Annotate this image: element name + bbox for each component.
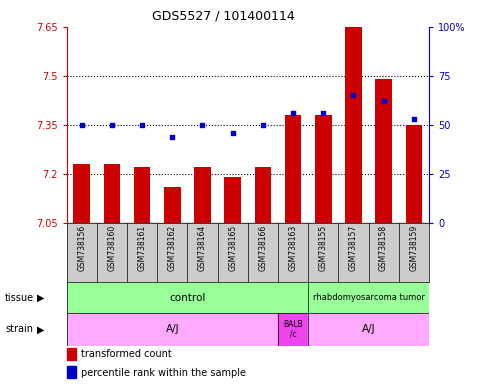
Point [199,122,207,128]
Text: ▶: ▶ [37,293,44,303]
Bar [315,115,331,223]
Bar [254,167,271,223]
Point [350,92,357,98]
Bar [104,164,120,223]
Point [108,122,116,128]
Bar [285,115,301,223]
Point [259,122,267,128]
Bar [345,27,362,223]
Text: BALB
/c: BALB /c [283,319,303,339]
Bar [67,282,308,313]
Point [168,134,176,140]
Text: GDS5527 / 101400114: GDS5527 / 101400114 [152,10,294,23]
Text: GSM738158: GSM738158 [379,225,388,271]
Point [289,110,297,116]
Bar [164,187,180,223]
Text: GSM738159: GSM738159 [409,225,419,271]
Bar [406,125,422,223]
Text: GSM738161: GSM738161 [138,225,146,271]
Text: percentile rank within the sample: percentile rank within the sample [81,367,246,377]
Text: GSM738157: GSM738157 [349,225,358,271]
Text: control: control [169,293,206,303]
Bar [67,348,75,360]
Point [78,122,86,128]
Bar [308,282,429,313]
Text: rhabdomyosarcoma tumor: rhabdomyosarcoma tumor [313,293,424,302]
Point [380,98,387,104]
Bar [375,79,392,223]
Text: A/J: A/J [362,324,375,334]
Bar [67,366,75,379]
Text: GSM738166: GSM738166 [258,225,267,271]
Bar [73,164,90,223]
Text: strain: strain [5,324,33,334]
Text: tissue: tissue [5,293,34,303]
Text: A/J: A/J [166,324,179,334]
Text: GSM738163: GSM738163 [288,225,298,271]
Bar [134,167,150,223]
Point [229,129,237,136]
Point [319,110,327,116]
Bar [308,313,429,346]
Text: GSM738156: GSM738156 [77,225,86,271]
Point [410,116,418,122]
Point [138,122,146,128]
Text: GSM738164: GSM738164 [198,225,207,271]
Bar [67,313,278,346]
Text: GSM738162: GSM738162 [168,225,177,271]
Text: GSM738155: GSM738155 [318,225,328,271]
Bar [194,167,211,223]
Text: ▶: ▶ [37,324,44,334]
Text: transformed count: transformed count [81,349,172,359]
Text: GSM738160: GSM738160 [107,225,116,271]
Bar [278,313,308,346]
Text: GSM738165: GSM738165 [228,225,237,271]
Bar [224,177,241,223]
